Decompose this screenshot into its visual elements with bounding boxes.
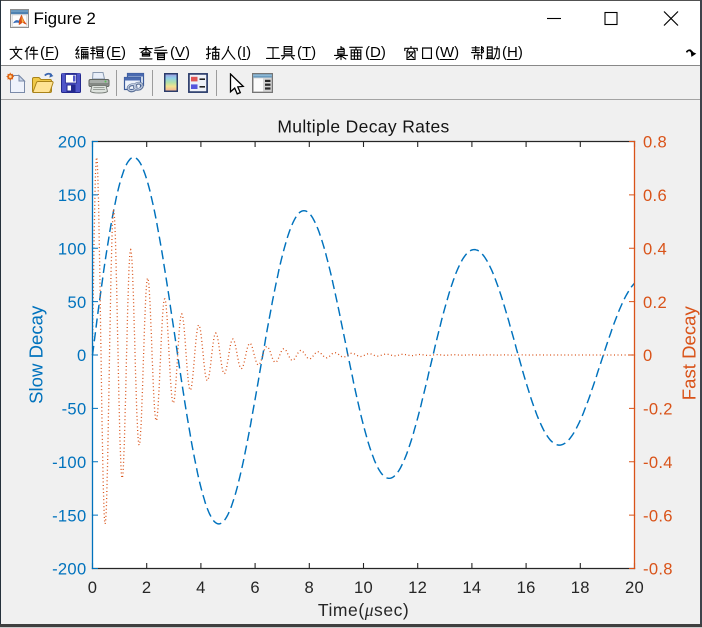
svg-text:0: 0 <box>77 346 87 365</box>
svg-text:0.8: 0.8 <box>643 133 667 152</box>
svg-text:Slow Decay: Slow Decay <box>25 305 46 404</box>
svg-text:200: 200 <box>58 133 87 152</box>
svg-text:-0.2: -0.2 <box>643 400 673 419</box>
svg-text:-150: -150 <box>52 506 86 525</box>
svg-text:6: 6 <box>250 578 260 597</box>
svg-text:-50: -50 <box>62 400 87 419</box>
svg-text:150: 150 <box>58 186 87 205</box>
svg-text:2: 2 <box>142 578 152 597</box>
svg-text:20: 20 <box>625 578 644 597</box>
svg-text:50: 50 <box>67 293 86 312</box>
svg-text:16: 16 <box>517 578 536 597</box>
svg-text:Multiple Decay Rates: Multiple Decay Rates <box>277 117 449 137</box>
svg-text:-0.6: -0.6 <box>643 506 673 525</box>
svg-text:18: 18 <box>571 578 590 597</box>
svg-text:0.4: 0.4 <box>643 239 667 258</box>
svg-text:-0.4: -0.4 <box>643 453 673 472</box>
svg-text:0: 0 <box>88 578 98 597</box>
svg-text:8: 8 <box>305 578 315 597</box>
svg-text:14: 14 <box>462 578 481 597</box>
svg-text:0.6: 0.6 <box>643 186 667 205</box>
svg-text:Fast Decay: Fast Decay <box>678 305 699 400</box>
svg-text:4: 4 <box>196 578 206 597</box>
svg-text:-200: -200 <box>52 560 86 579</box>
svg-text:100: 100 <box>58 239 87 258</box>
svg-text:10: 10 <box>354 578 373 597</box>
svg-text:0.2: 0.2 <box>643 293 667 312</box>
svg-text:12: 12 <box>408 578 427 597</box>
svg-text:-100: -100 <box>52 453 86 472</box>
svg-text:0: 0 <box>643 346 653 365</box>
svg-text:Time(μsec): Time(μsec) <box>318 600 409 620</box>
svg-text:-0.8: -0.8 <box>643 560 673 579</box>
